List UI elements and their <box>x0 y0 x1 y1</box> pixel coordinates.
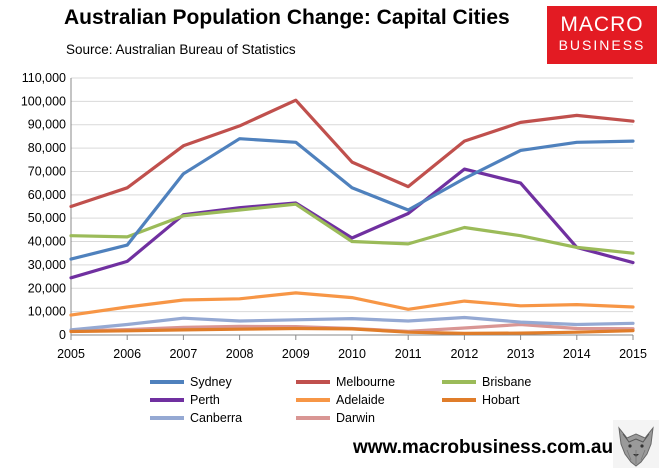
line-chart: 0 10,000 20,000 30,000 40,000 50,000 60,000 70,… <box>21 71 647 361</box>
legend-swatch <box>442 397 476 402</box>
x-tick-label: 2013 <box>507 347 535 361</box>
legend-label: Adelaide <box>336 392 385 407</box>
x-tick-label: 2006 <box>113 347 141 361</box>
legend-label: Sydney <box>190 374 232 389</box>
y-tick-label: 30,000 <box>28 258 66 272</box>
chart-source: Source: Australian Bureau of Statistics <box>66 42 296 57</box>
series-line-canberra <box>69 315 635 332</box>
legend-item-melbourne: Melbourne <box>296 374 442 389</box>
legend-item-perth: Perth <box>150 392 296 407</box>
legend-swatch <box>150 415 184 420</box>
x-tick-label: 2015 <box>619 347 647 361</box>
legend-swatch <box>296 397 330 402</box>
legend-label: Darwin <box>336 410 375 425</box>
y-axis-ticks: 0 10,000 20,000 30,000 40,000 50,000 60,000 70,… <box>21 71 66 342</box>
series-line-hobart <box>69 326 635 335</box>
x-tick-label: 2005 <box>57 347 85 361</box>
x-tick-label: 2007 <box>169 347 197 361</box>
x-tick-label: 2009 <box>282 347 310 361</box>
chart-title: Australian Population Change: Capital Ci… <box>64 6 510 29</box>
x-tick-label: 2010 <box>338 347 366 361</box>
legend-item-hobart: Hobart <box>442 392 588 407</box>
legend-swatch <box>296 379 330 384</box>
y-tick-label: 110,000 <box>22 71 66 85</box>
y-tick-label: 100,000 <box>21 94 66 108</box>
legend-item-sydney: Sydney <box>150 374 296 389</box>
wolf-logo-icon <box>613 420 659 468</box>
logo-line-2: BUSINESS <box>558 37 646 53</box>
series-line-perth <box>69 167 635 280</box>
y-tick-label: 10,000 <box>28 305 66 319</box>
legend-label: Perth <box>190 392 220 407</box>
y-tick-label: 0 <box>59 328 66 342</box>
y-tick-label: 20,000 <box>28 281 66 295</box>
legend-label: Canberra <box>190 410 243 425</box>
legend-swatch <box>442 379 476 384</box>
y-tick-label: 40,000 <box>28 235 66 249</box>
series-line-sydney <box>69 137 635 261</box>
legend-item-adelaide: Adelaide <box>296 392 442 407</box>
legend-item-brisbane: Brisbane <box>442 374 588 389</box>
x-tick-label: 2011 <box>395 347 422 361</box>
series-line-melbourne <box>69 98 635 209</box>
series-line-brisbane <box>69 202 635 255</box>
y-tick-label: 50,000 <box>28 211 66 225</box>
website-url: www.macrobusiness.com.au <box>353 437 614 458</box>
legend-label: Melbourne <box>336 374 396 389</box>
x-tick-label: 2012 <box>450 347 478 361</box>
chart-legend: Sydney Melbourne Brisbane Perth Adelaide Hoba… <box>150 374 590 425</box>
macrobusiness-logo: MACRO BUSINESS <box>547 6 657 64</box>
legend-item-canberra: Canberra <box>150 410 296 425</box>
legend-item-darwin: Darwin <box>296 410 442 425</box>
y-tick-label: 70,000 <box>28 164 66 178</box>
x-tick-label: 2008 <box>226 347 254 361</box>
y-tick-label: 90,000 <box>28 118 66 132</box>
y-tick-label: 60,000 <box>28 188 66 202</box>
series-line-adelaide <box>69 291 635 317</box>
legend-label: Brisbane <box>482 374 532 389</box>
legend-swatch <box>150 379 184 384</box>
x-axis-ticks: 2005 2006 2007 2008 2009 2010 2011 2012 2013 2014… <box>57 335 647 361</box>
legend-swatch <box>296 415 330 420</box>
legend-swatch <box>150 397 184 402</box>
legend-label: Hobart <box>482 392 520 407</box>
y-tick-label: 80,000 <box>28 141 66 155</box>
series-lines <box>69 98 635 335</box>
logo-line-1: MACRO <box>560 13 644 36</box>
x-tick-label: 2014 <box>563 347 591 361</box>
